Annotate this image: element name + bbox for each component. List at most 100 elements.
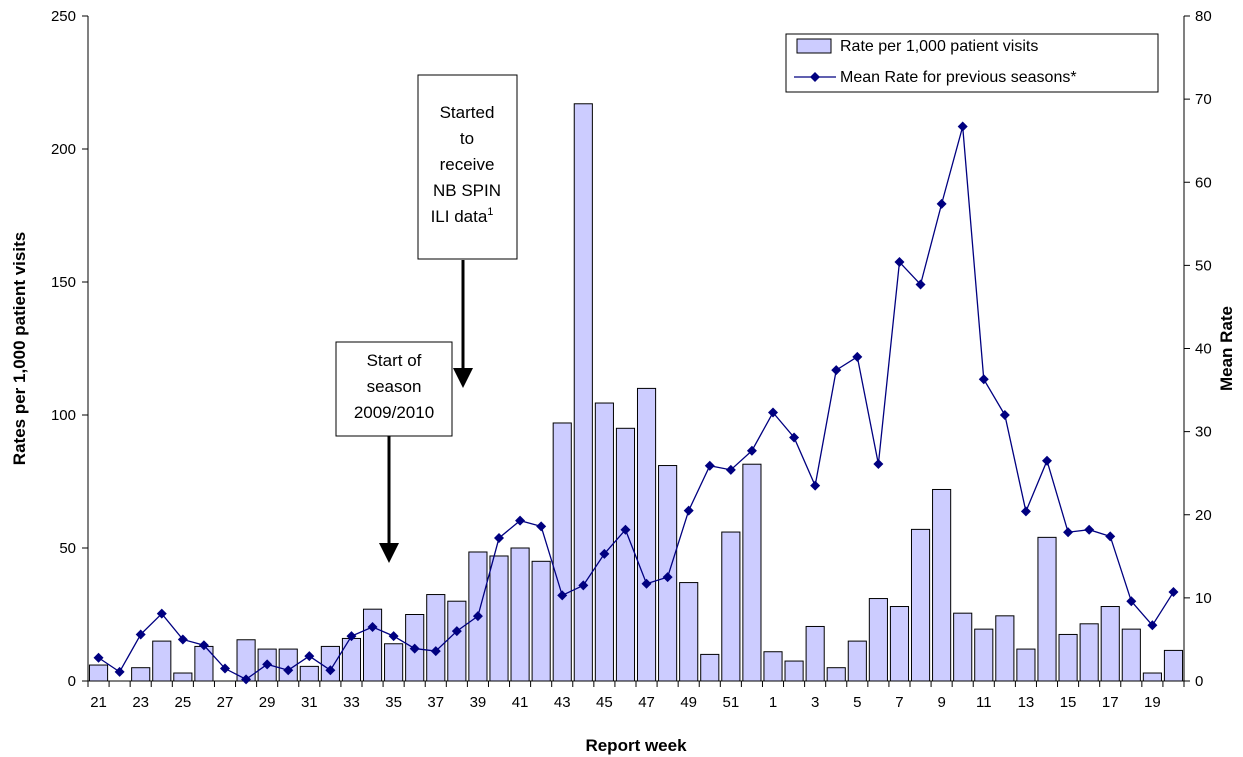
- mean-rate-point-week-22: [114, 666, 125, 677]
- x-tick-label: 27: [217, 694, 234, 711]
- annotation-season-start-line: 2009/2010: [354, 403, 434, 422]
- x-tick-label: 19: [1144, 694, 1161, 711]
- bar-week-25: [173, 672, 193, 682]
- bar-week-38: [447, 600, 467, 682]
- bar-week-45: [594, 402, 614, 682]
- mean-rate-point-week-37: [430, 646, 441, 657]
- x-tick-label: 41: [512, 694, 529, 711]
- mean-rate-point-week-32: [325, 665, 336, 676]
- bar-week-35: [384, 643, 404, 682]
- mean-rate-point-week-51: [725, 464, 736, 475]
- y-tick-label: 150: [51, 274, 76, 291]
- x-tick-label: 13: [1018, 694, 1035, 711]
- annotation-nb-spin-line: NB SPIN: [433, 181, 501, 200]
- bar-week-46: [615, 427, 636, 682]
- y2-tick-label: 30: [1195, 424, 1212, 441]
- mean-rate-point-week-24: [156, 608, 167, 619]
- annotation-nb-spin-line: to: [460, 129, 474, 148]
- bar-week-47: [636, 387, 657, 682]
- mean-rate-point-week-11: [978, 374, 989, 385]
- y2-tick-label: 70: [1195, 91, 1212, 108]
- annotation-nb-spin: Started to receive NB SPIN ILI data1: [417, 74, 518, 260]
- y2-tick-label: 60: [1195, 174, 1212, 191]
- bar-week-8: [910, 528, 931, 682]
- y2-tick-label: 20: [1195, 507, 1212, 524]
- legend-line-marker: [810, 72, 820, 82]
- bar-week-18: [1121, 628, 1141, 682]
- mean-rate-point-week-8: [915, 279, 926, 290]
- bar-week-19: [1142, 672, 1162, 682]
- y-tick-label: 0: [68, 673, 76, 690]
- bar-week-31: [299, 665, 319, 682]
- x-tick-label: 37: [427, 694, 444, 711]
- mean-rate-point-week-17: [1105, 531, 1116, 542]
- mean-rate-point-week-50: [704, 460, 715, 471]
- y2-tick-label: 40: [1195, 341, 1212, 358]
- annotation-season-start-line: season: [367, 377, 422, 396]
- bar-week-33: [341, 637, 362, 682]
- annotation-season-start: Start of season 2009/2010: [335, 341, 453, 437]
- annotation-nb-spin-arrow-head: [453, 368, 473, 388]
- x-tick-label: 47: [638, 694, 655, 711]
- mean-rate-point-week-35: [388, 631, 399, 642]
- bar-week-9: [932, 488, 952, 682]
- bar-week-21: [88, 664, 109, 682]
- mean-rate-point-week-14: [1042, 455, 1052, 466]
- mean-rate-point-week-28: [241, 674, 252, 685]
- mean-rate-point-week-46: [620, 524, 631, 535]
- annotation-nb-spin-line: Started: [440, 103, 495, 122]
- bar-week-2: [784, 660, 804, 682]
- mean-rate-point-week-39: [472, 611, 483, 622]
- y2-tick-label: 80: [1195, 8, 1212, 25]
- legend-bar-swatch: [796, 38, 832, 54]
- bar-week-23: [131, 667, 151, 682]
- mean-rate-point-week-48: [662, 572, 673, 583]
- mean-rate-point-week-13: [1020, 506, 1031, 517]
- mean-rate-point-week-10: [957, 121, 968, 132]
- mean-rate-point-week-5: [852, 351, 863, 362]
- bar-week-44: [573, 103, 593, 682]
- x-tick-label: 15: [1060, 694, 1077, 711]
- y2-tick-label: 0: [1195, 673, 1203, 690]
- bar-week-52: [742, 463, 762, 682]
- bar-week-37: [426, 594, 446, 682]
- mean-rate-point-week-12: [999, 410, 1010, 420]
- mean-rate-point-week-4: [831, 365, 842, 376]
- x-tick-label: 1: [769, 694, 777, 711]
- bar-week-49: [679, 582, 699, 682]
- annotation-season-start-box: [335, 341, 453, 437]
- x-tick-label: 39: [470, 694, 487, 711]
- bar-week-6: [868, 598, 888, 682]
- mean-rate-point-week-18: [1126, 596, 1137, 607]
- mean-rate-point-week-20: [1168, 587, 1179, 598]
- mean-rate-point-week-44: [578, 580, 589, 591]
- bar-week-15: [1058, 633, 1078, 682]
- x-tick-label: 29: [259, 694, 276, 711]
- mean-rate-point-week-26: [198, 640, 209, 651]
- mean-rate-point-week-31: [304, 651, 315, 662]
- mean-rate-point-week-33: [346, 631, 357, 642]
- bar-week-50: [700, 653, 720, 682]
- annotation-nb-spin-box: [417, 74, 518, 260]
- bar-week-14: [1037, 536, 1057, 682]
- bar-week-13: [1016, 648, 1036, 682]
- x-tick-label: 11: [976, 694, 992, 711]
- mean-rate-point-week-45: [599, 548, 610, 559]
- mean-rate-point-week-27: [220, 663, 230, 674]
- x-tick-label: 49: [680, 694, 697, 711]
- x-tick-label: 51: [723, 694, 740, 711]
- bar-week-11: [974, 628, 994, 682]
- bar-week-24: [152, 640, 172, 682]
- legend-line-label: Mean Rate for previous seasons*: [840, 69, 1077, 86]
- y-tick-label: 100: [51, 407, 76, 424]
- x-tick-label: 21: [90, 694, 107, 711]
- mean-rate-point-week-1: [768, 407, 778, 418]
- annotation-nb-spin-line: ILI data1: [431, 206, 494, 226]
- mean-rate-line: [98, 126, 1175, 681]
- mean-rate-point-week-9: [936, 198, 947, 209]
- bar-week-12: [995, 615, 1015, 682]
- x-tick-label: 45: [596, 694, 613, 711]
- mean-rate-point-week-25: [177, 634, 188, 645]
- x-tick-label: 5: [853, 694, 861, 711]
- x-tick-label: 9: [937, 694, 945, 711]
